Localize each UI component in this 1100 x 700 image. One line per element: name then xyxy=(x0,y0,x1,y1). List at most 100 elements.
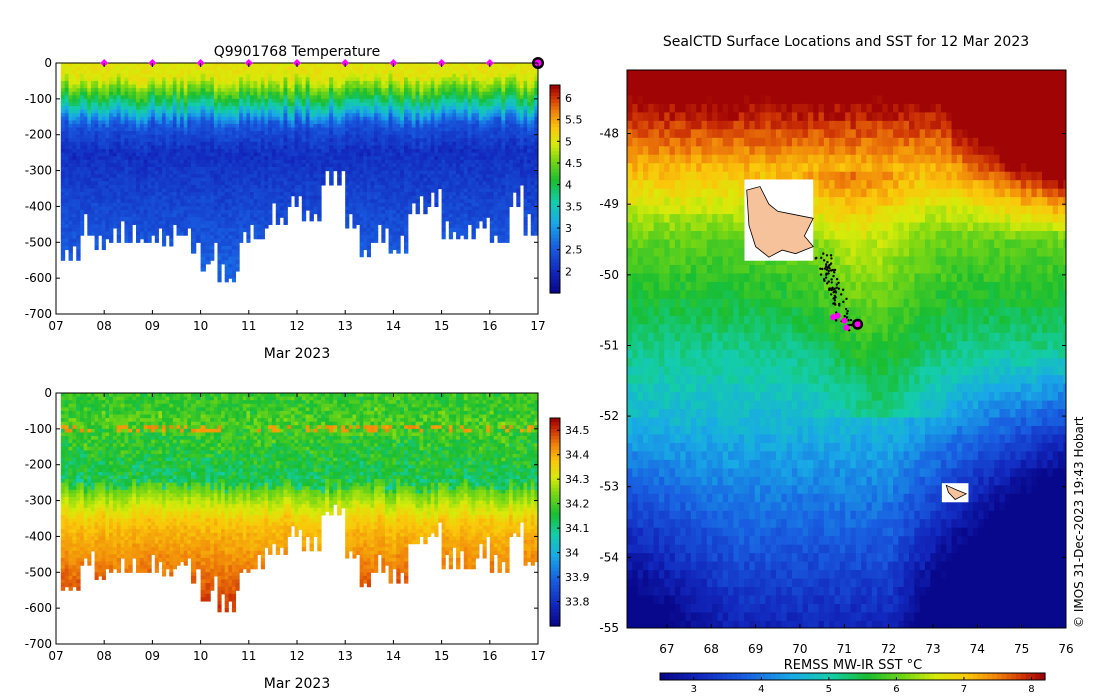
profile-cell xyxy=(98,217,103,222)
profile-cell xyxy=(128,181,133,186)
profile-cell xyxy=(305,166,311,172)
profile-cell xyxy=(136,224,141,229)
profile-cell xyxy=(195,73,202,78)
profile-cell xyxy=(165,199,170,204)
profile-cell xyxy=(381,206,386,211)
profile-cell xyxy=(147,63,152,68)
profile-cell xyxy=(333,120,338,125)
profile-cell xyxy=(456,116,461,121)
profile-cell xyxy=(116,95,122,100)
profile-cell xyxy=(298,102,303,107)
profile-cell xyxy=(109,73,114,78)
profile-cell xyxy=(407,91,413,96)
profile-cell xyxy=(60,134,66,139)
profile-cell xyxy=(224,138,229,143)
profile-cell xyxy=(76,141,81,147)
profile-cell xyxy=(165,102,170,107)
profile-cell xyxy=(404,170,409,175)
profile-cell xyxy=(136,220,141,225)
profile-cell xyxy=(76,77,81,82)
profile-cell xyxy=(176,195,181,200)
profile-cell xyxy=(154,213,159,218)
profile-cell xyxy=(445,127,450,132)
profile-cell xyxy=(217,163,222,168)
profile-cell xyxy=(195,95,202,100)
profile-cell xyxy=(109,149,114,154)
profile-cell xyxy=(101,238,106,243)
profile-cell xyxy=(321,163,326,168)
profile-cell xyxy=(116,238,122,243)
profile-cell xyxy=(333,95,338,100)
profile-cell xyxy=(430,177,435,182)
profile-cell xyxy=(363,70,368,75)
profile-cell xyxy=(445,192,450,197)
profile-cell xyxy=(151,149,156,154)
profile-cell xyxy=(423,159,428,164)
profile-cell xyxy=(309,63,314,68)
profile-cell xyxy=(396,66,401,71)
profile-cell xyxy=(404,106,409,111)
profile-cell xyxy=(224,231,229,236)
profile-cell xyxy=(257,77,262,82)
profile-cell xyxy=(183,70,188,75)
profile-cell xyxy=(169,188,174,193)
profile-cell xyxy=(268,66,273,71)
profile-cell xyxy=(221,152,226,157)
profile-cell xyxy=(404,224,409,229)
profile-cell xyxy=(356,206,361,211)
profile-cell xyxy=(381,202,386,208)
profile-cell xyxy=(120,210,125,215)
profile-cell xyxy=(264,66,269,71)
profile-cell xyxy=(242,116,247,121)
profile-cell xyxy=(60,188,66,193)
profile-cell xyxy=(384,134,390,139)
profile-cell xyxy=(200,66,206,71)
profile-cell xyxy=(370,127,375,132)
profile-cell xyxy=(64,145,70,150)
profile-cell xyxy=(213,156,218,161)
profile-cell xyxy=(76,70,81,75)
profile-cell xyxy=(200,77,206,82)
profile-cell xyxy=(132,134,137,139)
profile-cell xyxy=(427,156,432,161)
profile-cell xyxy=(217,210,222,215)
profile-cell xyxy=(217,152,222,157)
profile-cell xyxy=(363,166,368,172)
profile-cell xyxy=(404,116,409,121)
profile-cell xyxy=(283,156,288,161)
profile-cell xyxy=(290,134,296,139)
profile-cell xyxy=(128,70,133,75)
profile-cell xyxy=(257,177,262,182)
profile-cell xyxy=(275,220,281,225)
profile-cell xyxy=(143,145,149,150)
profile-cell xyxy=(143,184,149,190)
profile-cell xyxy=(116,163,122,168)
profile-cell xyxy=(374,177,379,182)
profile-cell xyxy=(287,159,292,164)
profile-cell xyxy=(271,184,277,190)
profile-cell xyxy=(183,98,188,104)
profile-cell xyxy=(90,134,96,139)
profile-cell xyxy=(384,131,390,136)
profile-cell xyxy=(456,217,461,222)
profile-cell xyxy=(120,131,125,136)
profile-cell xyxy=(345,184,350,190)
profile-cell xyxy=(80,163,85,168)
profile-cell xyxy=(279,210,285,215)
profile-cell xyxy=(205,109,211,114)
profile-cell xyxy=(169,134,174,139)
profile-cell xyxy=(445,73,450,78)
profile-cell xyxy=(317,116,322,121)
profile-cell xyxy=(305,177,311,182)
profile-cell xyxy=(437,73,443,78)
profile-cell xyxy=(162,66,167,71)
profile-cell xyxy=(325,120,330,125)
profile-cell xyxy=(341,73,346,78)
profile-cell xyxy=(205,210,211,215)
profile-cell xyxy=(239,109,244,114)
profile-cell xyxy=(275,163,281,168)
profile-cell xyxy=(221,213,226,218)
profile-cell xyxy=(313,70,318,75)
profile-cell xyxy=(415,95,420,100)
profile-cell xyxy=(388,120,393,125)
